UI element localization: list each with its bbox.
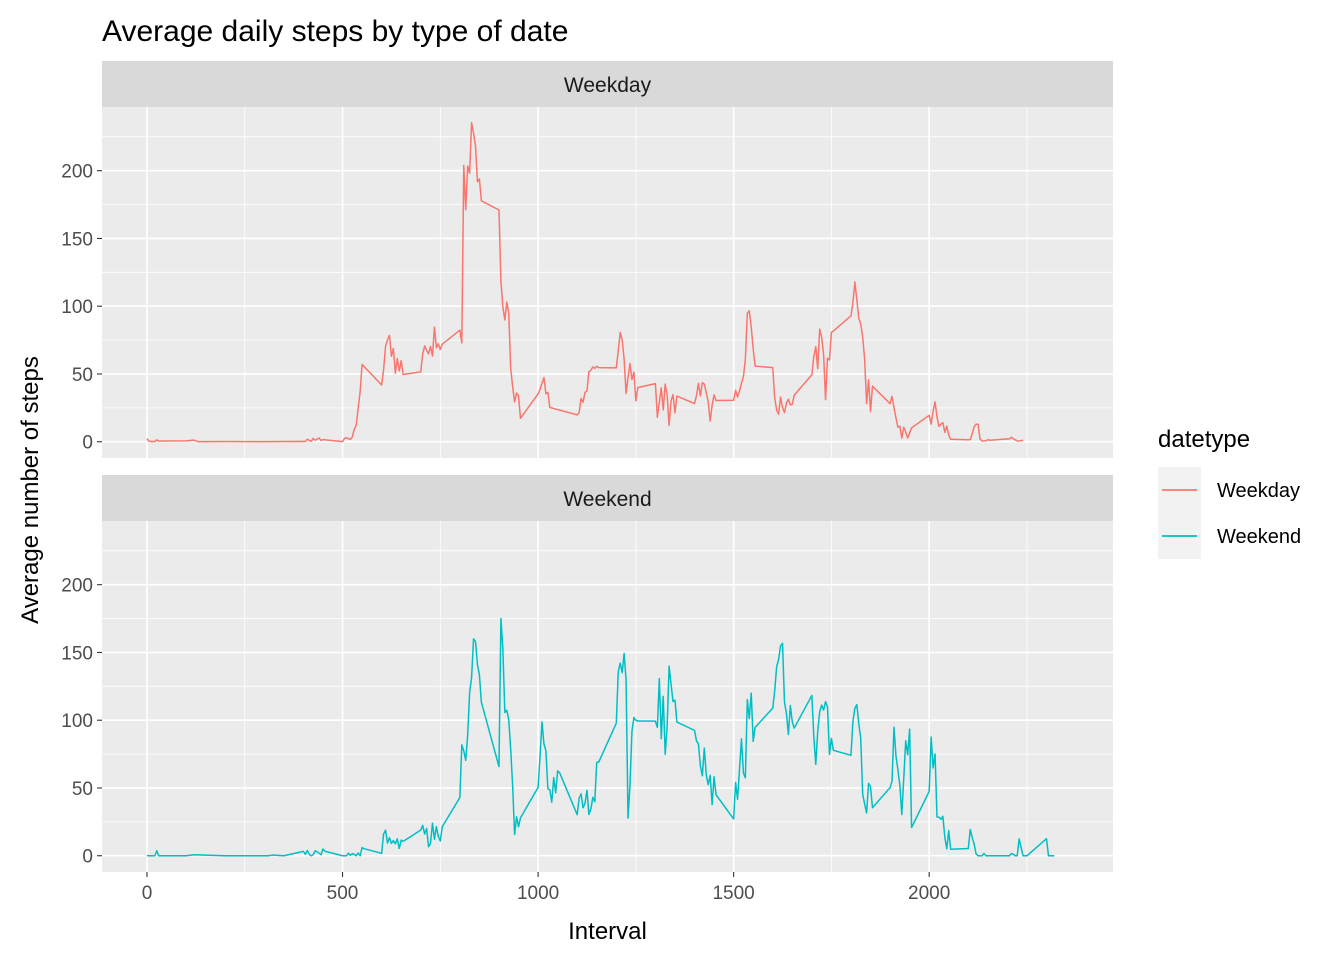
- x-axis-title: Interval: [568, 918, 647, 945]
- legend-label-weekday: Weekday: [1217, 480, 1300, 502]
- strip-weekday-label: Weekday: [564, 74, 652, 97]
- legend-title: datetype: [1158, 426, 1250, 453]
- x-tick-label: 1000: [517, 883, 559, 904]
- chart-title: Average daily steps by type of date: [102, 15, 568, 48]
- x-axis: 0 500 1000 1500 2000: [142, 872, 950, 904]
- strip-weekend-background: [102, 475, 1113, 521]
- series-weekday: [146, 121, 1024, 443]
- y-axis-weekend: 0 50 100 150 200: [61, 576, 102, 868]
- y-tick-label: 200: [61, 576, 93, 597]
- strip-weekday-background: [102, 61, 1113, 107]
- y-axis-weekday: 0 50 100 150 200: [61, 162, 102, 454]
- y-tick-label: 50: [72, 365, 93, 386]
- strip-weekend-label: Weekend: [563, 488, 651, 511]
- y-tick-label: 50: [72, 779, 93, 800]
- x-tick-label: 0: [142, 883, 153, 904]
- panel-weekend: Weekend 0 50 100 150 200: [61, 475, 1113, 872]
- x-tick-label: 1500: [712, 883, 754, 904]
- plot-area-weekend: [102, 521, 1113, 872]
- y-tick-label: 0: [82, 433, 93, 454]
- plot-area-weekday: [102, 107, 1113, 458]
- series-line-weekend: [146, 617, 1055, 857]
- y-tick-label: 150: [61, 229, 93, 250]
- y-tick-label: 0: [82, 847, 93, 868]
- legend-label-weekend: Weekend: [1217, 526, 1301, 548]
- y-axis-title: Average number of steps: [17, 356, 44, 624]
- gridlines-weekday: [102, 107, 1113, 458]
- x-tick-label: 2000: [908, 883, 950, 904]
- panel-weekday: Weekday 0 50 100 150 200: [61, 61, 1113, 458]
- y-tick-label: 150: [61, 643, 93, 664]
- series-line-weekday: [146, 121, 1024, 443]
- y-tick-label: 100: [61, 297, 93, 318]
- x-tick-label: 500: [327, 883, 359, 904]
- series-weekend: [146, 617, 1055, 857]
- gridlines-weekend: [102, 521, 1113, 872]
- legend: datetype Weekday Weekend: [1158, 426, 1301, 559]
- y-tick-label: 100: [61, 711, 93, 732]
- y-tick-label: 200: [61, 162, 93, 183]
